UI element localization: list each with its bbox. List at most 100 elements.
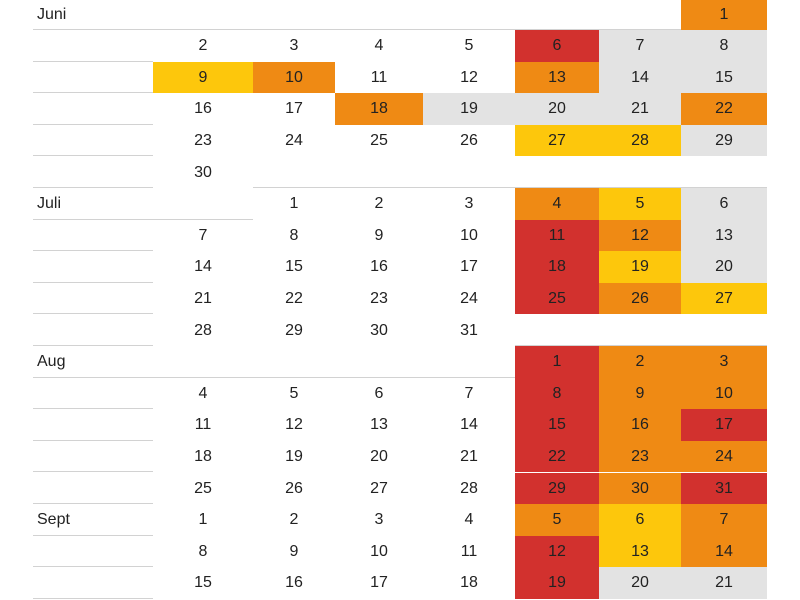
- day-cell: 9: [153, 61, 253, 94]
- day-cell: 16: [153, 93, 253, 125]
- day-cell: 27: [515, 124, 599, 157]
- month-label: Juli: [37, 195, 62, 213]
- day-cell: 28: [423, 472, 515, 505]
- day-cell: 16: [599, 409, 681, 441]
- day-cell: 24: [423, 282, 515, 315]
- day-cell: 20: [681, 251, 767, 283]
- day-cell: 17: [335, 567, 423, 599]
- day-cell: 13: [681, 219, 767, 252]
- day-cell: 20: [599, 567, 681, 599]
- day-cell: 11: [423, 535, 515, 568]
- day-cell: 6: [681, 188, 767, 220]
- day-cell: 19: [423, 93, 515, 125]
- day-cell: 18: [153, 440, 253, 473]
- week-row: [33, 346, 767, 378]
- day-cell: 8: [681, 30, 767, 62]
- day-cell: 28: [153, 314, 253, 347]
- day-cell: 1: [515, 346, 599, 378]
- day-cell: 21: [423, 440, 515, 473]
- day-cell: 7: [681, 504, 767, 536]
- day-cell: 15: [153, 567, 253, 599]
- day-cell: 24: [681, 440, 767, 473]
- day-cell: 7: [153, 219, 253, 252]
- day-cell: 6: [599, 504, 681, 536]
- day-cell: 29: [253, 314, 335, 347]
- day-cell: 31: [423, 314, 515, 347]
- day-cell: 18: [515, 251, 599, 283]
- week-row: [33, 157, 767, 189]
- day-cell: 10: [423, 219, 515, 252]
- day-cell: 12: [599, 219, 681, 252]
- day-cell: 30: [153, 156, 253, 189]
- day-cell: 10: [335, 535, 423, 568]
- day-cell: 18: [423, 567, 515, 599]
- day-cell: 11: [153, 409, 253, 441]
- day-cell: 19: [253, 440, 335, 473]
- day-cell: 2: [335, 188, 423, 220]
- day-cell: 5: [515, 504, 599, 536]
- day-cell: 7: [599, 30, 681, 62]
- day-cell: 6: [515, 30, 599, 62]
- day-cell: 2: [599, 346, 681, 378]
- day-cell: 30: [335, 314, 423, 347]
- day-cell: 20: [335, 440, 423, 473]
- day-cell: 28: [599, 124, 681, 157]
- month-label: Juni: [37, 5, 67, 23]
- day-cell: 15: [515, 409, 599, 441]
- day-cell: 25: [153, 472, 253, 505]
- day-cell: 21: [681, 567, 767, 599]
- day-cell: 1: [681, 0, 767, 31]
- day-cell: 8: [515, 377, 599, 410]
- day-cell: 29: [681, 124, 767, 157]
- day-cell: 25: [335, 124, 423, 157]
- day-cell: 9: [335, 219, 423, 252]
- day-cell: 17: [681, 409, 767, 441]
- day-cell: 13: [599, 535, 681, 568]
- day-cell: 8: [153, 535, 253, 568]
- month-label: Sept: [37, 511, 70, 529]
- day-cell: 3: [253, 30, 335, 62]
- day-cell: 11: [515, 219, 599, 252]
- day-cell: 5: [599, 188, 681, 220]
- day-cell: 20: [515, 93, 599, 125]
- day-cell: 27: [335, 472, 423, 505]
- day-cell: 22: [681, 93, 767, 125]
- day-cell: 4: [153, 377, 253, 410]
- day-cell: 19: [515, 567, 599, 599]
- week-row: [33, 0, 767, 31]
- day-cell: 15: [253, 251, 335, 283]
- day-cell: 23: [335, 282, 423, 315]
- day-cell: 5: [423, 30, 515, 62]
- day-cell: 14: [599, 61, 681, 94]
- day-cell: 16: [335, 251, 423, 283]
- day-cell: 17: [423, 251, 515, 283]
- day-cell: 4: [423, 504, 515, 536]
- day-cell: 2: [253, 504, 335, 536]
- day-cell: 15: [681, 61, 767, 94]
- day-cell: 14: [423, 409, 515, 441]
- day-cell: 14: [681, 535, 767, 568]
- day-cell: 18: [335, 93, 423, 125]
- day-cell: 21: [599, 93, 681, 125]
- day-cell: 25: [515, 282, 599, 315]
- day-cell: 8: [253, 219, 335, 252]
- day-cell: 13: [515, 61, 599, 94]
- day-cell: 21: [153, 282, 253, 315]
- day-cell: 5: [253, 377, 335, 410]
- day-cell: 3: [681, 346, 767, 378]
- day-cell: 3: [335, 504, 423, 536]
- month-label: Aug: [37, 353, 66, 371]
- day-cell: 7: [423, 377, 515, 410]
- day-cell: 26: [599, 282, 681, 315]
- day-cell: 2: [153, 30, 253, 62]
- day-cell: 13: [335, 409, 423, 441]
- day-cell: 23: [599, 440, 681, 473]
- day-cell: 10: [253, 61, 335, 94]
- day-cell: 12: [423, 61, 515, 94]
- day-cell: 10: [681, 377, 767, 410]
- day-cell: 30: [599, 472, 681, 505]
- day-cell: 1: [153, 504, 253, 536]
- day-cell: 26: [423, 124, 515, 157]
- day-cell: 22: [253, 282, 335, 315]
